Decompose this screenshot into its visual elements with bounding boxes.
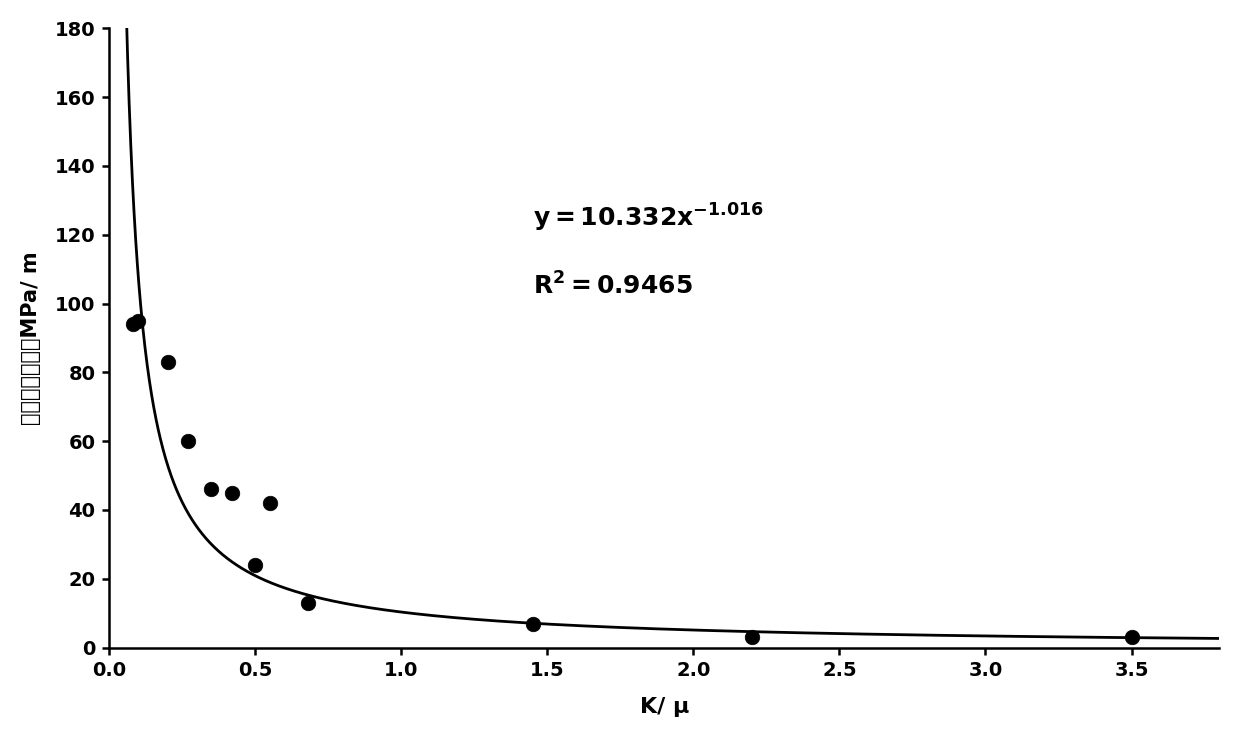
Point [742,632,761,644]
Point [222,487,242,499]
Point [129,315,149,327]
Point [157,356,177,368]
Point [179,435,198,447]
Point [298,597,317,609]
X-axis label: K/ μ: K/ μ [640,697,689,717]
Text: $\mathbf{y = 10.332x^{-1.016}}$: $\mathbf{y = 10.332x^{-1.016}}$ [533,201,764,234]
Point [202,483,222,495]
Text: $\mathbf{R^2 = 0.9465}$: $\mathbf{R^2 = 0.9465}$ [533,273,692,300]
Point [123,318,143,330]
Y-axis label: 启动压力梯度，MPa/ m: 启动压力梯度，MPa/ m [21,251,41,425]
Point [246,559,265,571]
Point [1122,632,1142,644]
Point [523,618,543,630]
Point [260,497,280,509]
